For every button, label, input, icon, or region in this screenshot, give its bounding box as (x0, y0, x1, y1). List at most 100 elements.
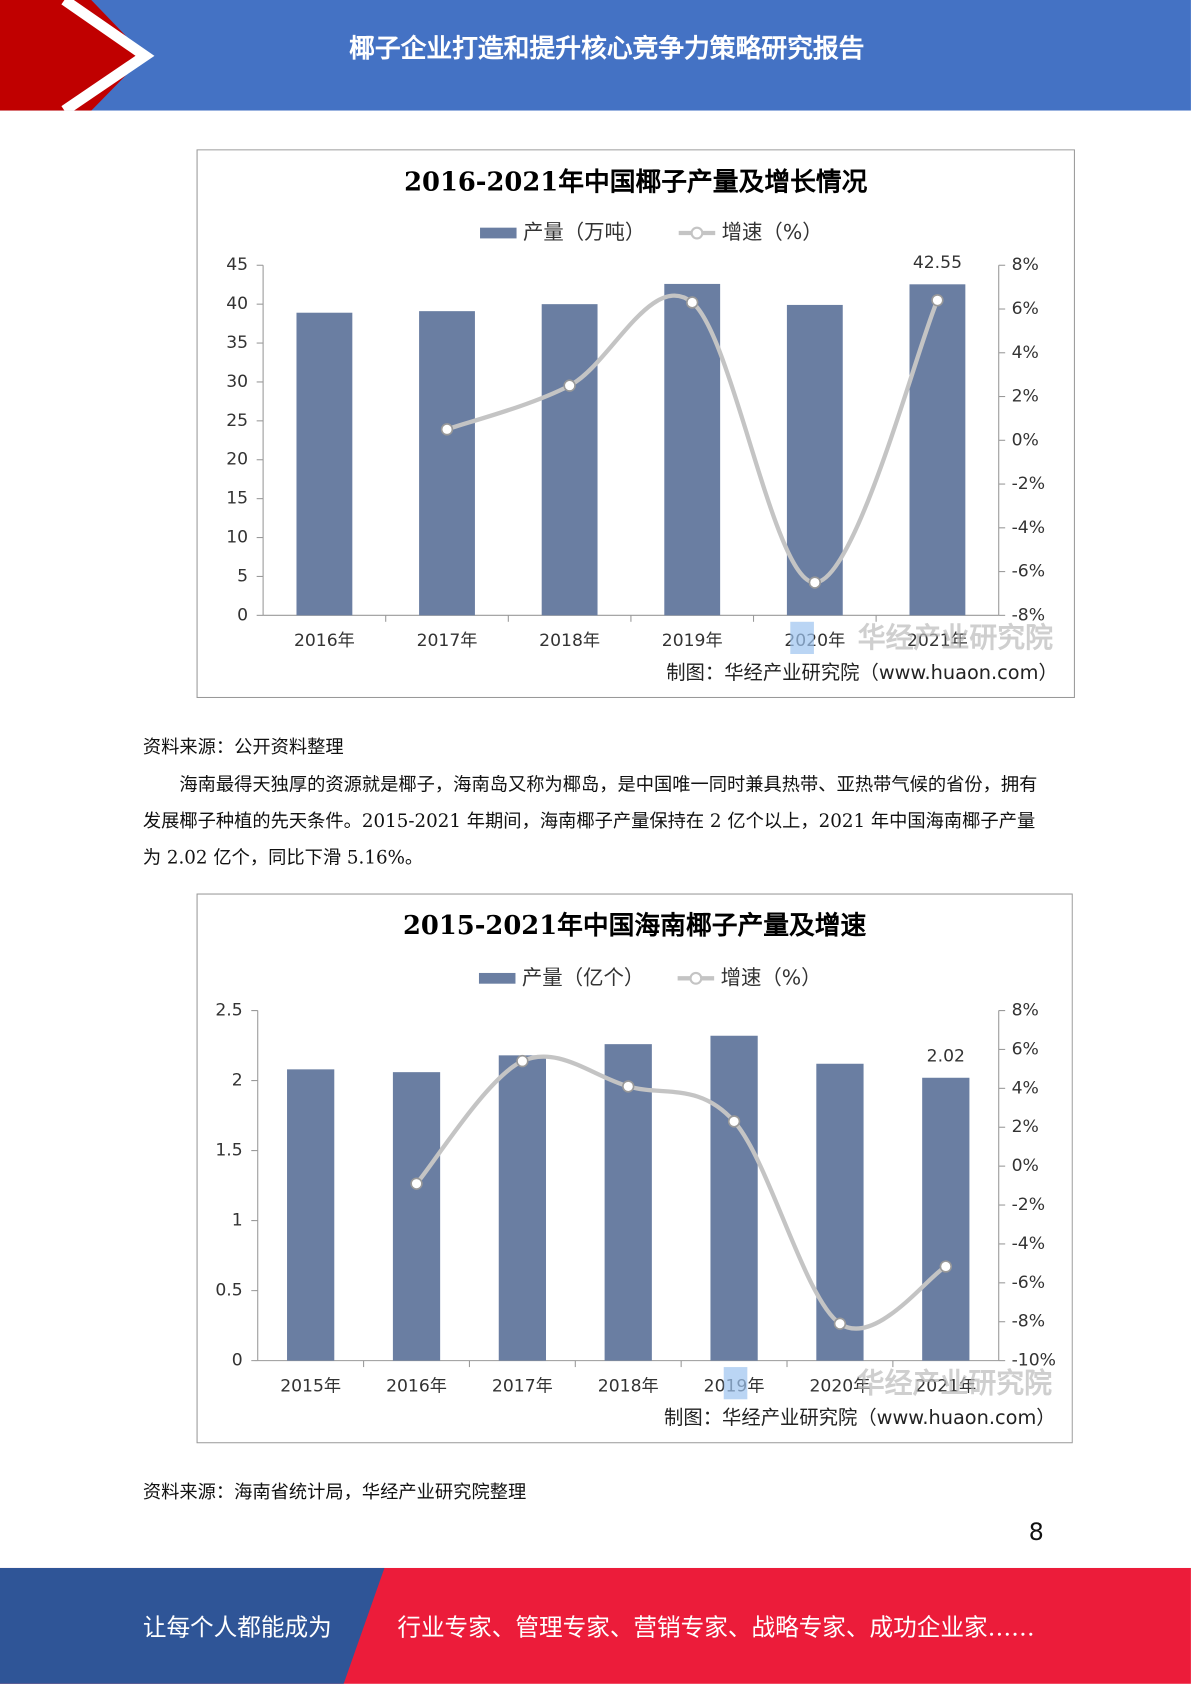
bar (541, 304, 598, 616)
x-tick-label: 2015年 (280, 1376, 341, 1396)
footer-left: 让每个人都能成为 (143, 1614, 332, 1642)
x-tick-label: 2021年 (915, 1376, 976, 1396)
y-tick-label: 15 (226, 489, 248, 509)
header-bg (0, 0, 1191, 111)
line-point (808, 576, 821, 589)
x-tick-label: 2018年 (539, 631, 600, 651)
y2-tick-label: 6% (1012, 1039, 1039, 1059)
watermark: 华经产业研究院 (858, 621, 1053, 654)
bar (287, 1069, 335, 1361)
legend-label: 增速（%） (722, 220, 823, 244)
legend-swatch (478, 972, 516, 984)
legend-swatch (480, 227, 517, 239)
bar (604, 1044, 652, 1361)
source-note: 资料来源：海南省统计局，华经产业研究院整理 (142, 1481, 527, 1504)
line-point (563, 379, 576, 392)
bar (419, 311, 475, 616)
y2-tick-label: 0% (1012, 430, 1039, 450)
watermark-logo (723, 1367, 748, 1400)
y-tick-label: 2.5 (215, 1001, 242, 1021)
data-label: 42.55 (913, 253, 962, 273)
y2-tick-label: -10% (1012, 1351, 1056, 1371)
chart: 2016-2021年中国椰子产量及增长情况 0 5 10 15 20 25 30 35 40 45 -… (196, 149, 1075, 699)
legend-swatch (689, 971, 703, 985)
line-point (833, 1317, 847, 1330)
data-label: 2.02 (927, 1046, 965, 1066)
footer-band: 让每个人都能成为 行业专家、管理专家、营销专家、战略专家、成功企业家…… (0, 1567, 1191, 1684)
y-tick-label: 30 (226, 372, 248, 392)
y-tick-label: 0 (232, 1351, 243, 1371)
bar (710, 1035, 758, 1361)
y2-tick-label: -2% (1012, 1195, 1045, 1215)
watermark-logo (790, 621, 814, 655)
y2-tick-label: -2% (1012, 474, 1045, 494)
y2-tick-label: -4% (1012, 1234, 1045, 1254)
y2-tick-label: 2% (1012, 387, 1039, 407)
y2-tick-label: -4% (1012, 518, 1045, 538)
chart-title: 2015-2021年中国海南椰子产量及增速 (403, 910, 867, 941)
footer-blue (0, 1567, 385, 1684)
y2-tick-label: -6% (1012, 1273, 1045, 1293)
x-tick-label: 2017年 (417, 631, 478, 651)
line-series (446, 293, 940, 585)
bar (498, 1055, 547, 1361)
x-tick-label: 2017年 (492, 1376, 553, 1396)
y2-tick-label: -8% (1012, 1312, 1045, 1332)
bar (909, 284, 966, 616)
header-title: 椰子企业打造和提升核心竞争力策略研究报告 (349, 33, 864, 64)
chart-title: 2016-2021年中国椰子产量及增长情况 (404, 167, 868, 198)
page-number: 8 (1028, 1519, 1044, 1547)
line-point (939, 1260, 952, 1273)
y2-tick-label: 8% (1012, 255, 1039, 275)
y-tick-label: 0.5 (215, 1281, 242, 1301)
legend-label: 增速（%） (721, 965, 822, 989)
x-tick-label: 2018年 (598, 1376, 659, 1396)
y-tick-label: 25 (226, 411, 248, 431)
y2-tick-label: 0% (1012, 1156, 1039, 1176)
y-tick-label: 20 (226, 450, 248, 470)
legend-label: 产量（亿个） (522, 965, 644, 989)
y-tick-label: 5 (237, 566, 248, 586)
legend-label: 产量（万吨） (523, 220, 645, 244)
source-note: 资料来源：公开资料整理 (142, 736, 344, 759)
bar (922, 1077, 970, 1361)
y2-tick-label: 6% (1012, 299, 1039, 319)
y2-tick-label: 8% (1012, 1001, 1039, 1021)
y-tick-label: 1 (232, 1211, 243, 1231)
y2-tick-label: 4% (1012, 1078, 1039, 1098)
watermark: 华经产业研究院 (857, 1366, 1052, 1399)
y-tick-label: 10 (226, 528, 248, 548)
chart-credit: 制图：华经产业研究院（www.huaon.com） (664, 1406, 1056, 1429)
x-tick-label: 2020年 (810, 1376, 871, 1396)
chart: 2015-2021年中国海南椰子产量及增速 0 0.5 1 1.5 2 2.5 -10% -8%… (196, 893, 1073, 1444)
chart-credit: 制图：华经产业研究院（www.huaon.com） (666, 661, 1058, 684)
line-point (727, 1115, 741, 1128)
x-tick-label: 2016年 (386, 1376, 447, 1396)
y-tick-label: 2 (232, 1071, 243, 1091)
y2-tick-label: -8% (1012, 605, 1045, 625)
y-tick-label: 1.5 (215, 1141, 242, 1161)
bar (664, 283, 721, 616)
y2-tick-label: 2% (1012, 1117, 1039, 1137)
line-point (440, 423, 454, 436)
y-tick-label: 0 (237, 605, 248, 625)
y-tick-label: 45 (226, 255, 248, 275)
x-tick-label: 2016年 (294, 631, 355, 651)
y-tick-label: 40 (226, 294, 248, 314)
bar (296, 312, 353, 616)
line-point (686, 296, 699, 309)
y2-tick-label: -6% (1012, 562, 1045, 582)
line-point (622, 1080, 635, 1093)
x-tick-label: 2021年 (907, 631, 968, 651)
header-chevron (61, 0, 155, 111)
y-tick-label: 35 (226, 333, 248, 353)
bar (816, 1063, 864, 1361)
x-tick-label: 2019年 (662, 631, 723, 651)
line-point (516, 1054, 529, 1068)
header-band: 椰子企业打造和提升核心竞争力策略研究报告 (0, 0, 1191, 111)
bar (392, 1072, 441, 1361)
paragraph: 海南最得天独厚的资源就是椰子，海南岛又称为椰岛，是中国唯一同时兼具热带、亚热带气… (142, 774, 1038, 869)
legend-swatch (690, 226, 704, 240)
